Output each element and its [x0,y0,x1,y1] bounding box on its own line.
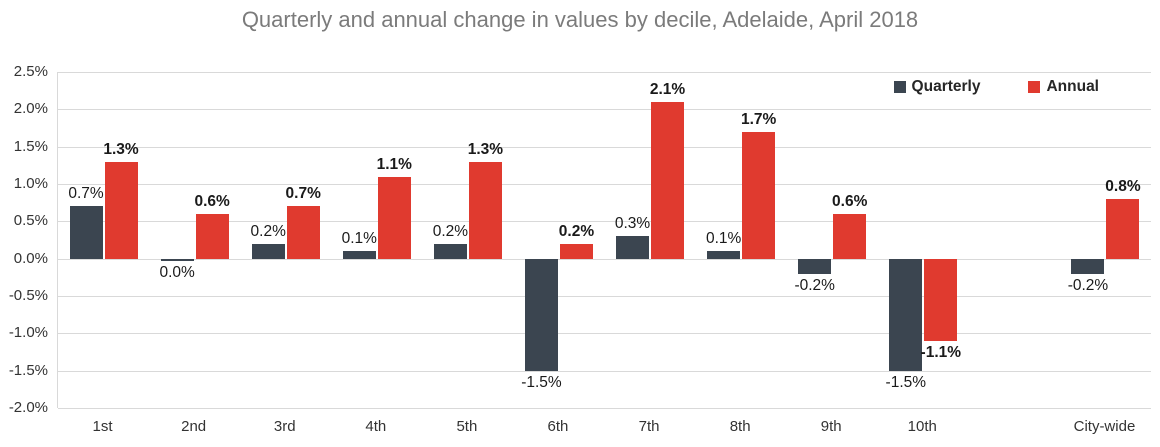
plot-region: 2.5% 2.0% 1.5% 1.0% 0.5% 0.0% -0.5% -1.0% -1.5% -… [0,63,1160,444]
data-label-annual-3rd: 0.7% [285,185,321,203]
gridline [58,370,1151,372]
x-axis: 1st 2nd 3rd 4th 5th 6th 7th 8th 9th 10th City-wide [57,408,1150,442]
bar-quarterly-3rd [251,243,285,259]
x-tick-label-7th: 7th [638,418,660,435]
bar-annual-10th [924,258,958,341]
data-label-quarterly-7th: 0.3% [614,215,651,233]
annual-swatch-icon [1028,81,1041,93]
data-label-quarterly-9th: -0.2% [794,276,835,294]
x-tick-label-3rd: 3rd [273,418,296,435]
x-tick-label-5th: 5th [456,418,478,435]
data-label-annual-4th: 1.1% [376,155,412,173]
x-tick-label-10th: 10th [907,418,937,435]
x-tick-label-4th: 4th [365,418,387,435]
gridline [58,258,1151,260]
x-tick-label-6th: 6th [547,418,569,435]
bar-quarterly-6th [524,258,558,371]
bar-annual-9th [833,213,867,259]
x-tick-label-2nd: 2nd [181,418,207,435]
legend-label-quarterly: Quarterly [911,78,981,95]
bar-quarterly-7th [616,236,650,259]
x-tick-label-8th: 8th [729,418,751,435]
legend: Quarterly Annual [893,78,1099,96]
bar-annual-1st [104,161,138,259]
y-tick-label: -1.5% [8,361,48,379]
gridline [58,296,1151,297]
y-tick-label: -2.0% [8,399,48,416]
y-tick-label: 1.5% [13,137,48,155]
bar-quarterly-10th [889,258,923,371]
data-label-quarterly-2nd: 0.0% [159,263,195,281]
bar-annual-7th [651,101,685,259]
gridline [58,184,1151,185]
data-label-annual-1st: 1.3% [103,140,139,158]
data-label-quarterly-1st: 0.7% [68,185,104,203]
data-label-quarterly-city-wide: -0.2% [1067,276,1109,294]
data-label-annual-7th: 2.1% [649,80,686,98]
chart-title: Quarterly and annual change in values by… [241,7,919,32]
plot-area: Quarterly Annual 0.7% 1.3% 0.0% 0.6% 0.2% 0.7… [57,72,1151,409]
y-tick-label: 0.0% [13,249,48,267]
bar-annual-2nd [195,213,229,259]
data-label-annual-2nd: 0.6% [194,192,230,210]
y-tick-label: -1.0% [8,324,48,342]
bar-quarterly-8th [707,251,741,259]
data-label-annual-8th: 1.7% [740,110,777,128]
data-label-annual-5th: 1.3% [467,140,504,158]
y-tick-label: 0.5% [13,212,48,230]
y-tick-label: -0.5% [8,287,48,304]
data-label-annual-9th: 0.6% [832,192,868,210]
data-label-quarterly-5th: 0.2% [432,222,469,240]
gridline [58,109,1151,111]
data-label-annual-6th: 0.2% [558,222,595,240]
bar-quarterly-city-wide [1071,258,1105,274]
bar-annual-4th [377,176,411,259]
legend-item-annual: Annual [1028,78,1099,96]
data-label-quarterly-10th: -1.5% [885,373,927,391]
bar-quarterly-4th [342,251,376,259]
data-label-quarterly-8th: 0.1% [705,230,742,248]
x-tick-label-1st: 1st [92,418,113,435]
y-tick-label: 1.0% [13,175,48,192]
y-tick-label: 2.5% [13,63,48,80]
data-label-quarterly-4th: 0.1% [341,230,377,248]
bar-annual-city-wide [1106,198,1140,259]
bar-quarterly-5th [433,243,467,259]
gridline [58,408,1151,409]
data-label-quarterly-6th: -1.5% [521,373,562,391]
x-tick-label-city-wide: City-wide [1073,418,1136,435]
bar-annual-3rd [286,206,320,259]
gridline [58,72,1151,73]
legend-item-quarterly: Quarterly [893,78,981,96]
bar-annual-6th [559,243,593,259]
legend-label-annual: Annual [1046,78,1099,95]
y-tick-label: 2.0% [13,100,48,118]
bar-annual-5th [468,161,502,259]
data-label-annual-city-wide: 0.8% [1105,177,1141,195]
quarterly-swatch-icon [893,81,906,93]
gridline [58,146,1151,148]
x-tick-label-9th: 9th [820,418,842,435]
gridline [58,333,1151,335]
bar-annual-8th [742,131,776,259]
bar-quarterly-2nd [160,258,194,261]
gridline [58,221,1151,223]
data-label-annual-10th: -1.1% [920,343,962,361]
bar-quarterly-1st [69,206,103,259]
y-axis: 2.5% 2.0% 1.5% 1.0% 0.5% 0.0% -0.5% -1.0% -1.5% -… [0,63,48,416]
bar-quarterly-9th [798,258,832,274]
data-label-quarterly-3rd: 0.2% [250,222,286,240]
